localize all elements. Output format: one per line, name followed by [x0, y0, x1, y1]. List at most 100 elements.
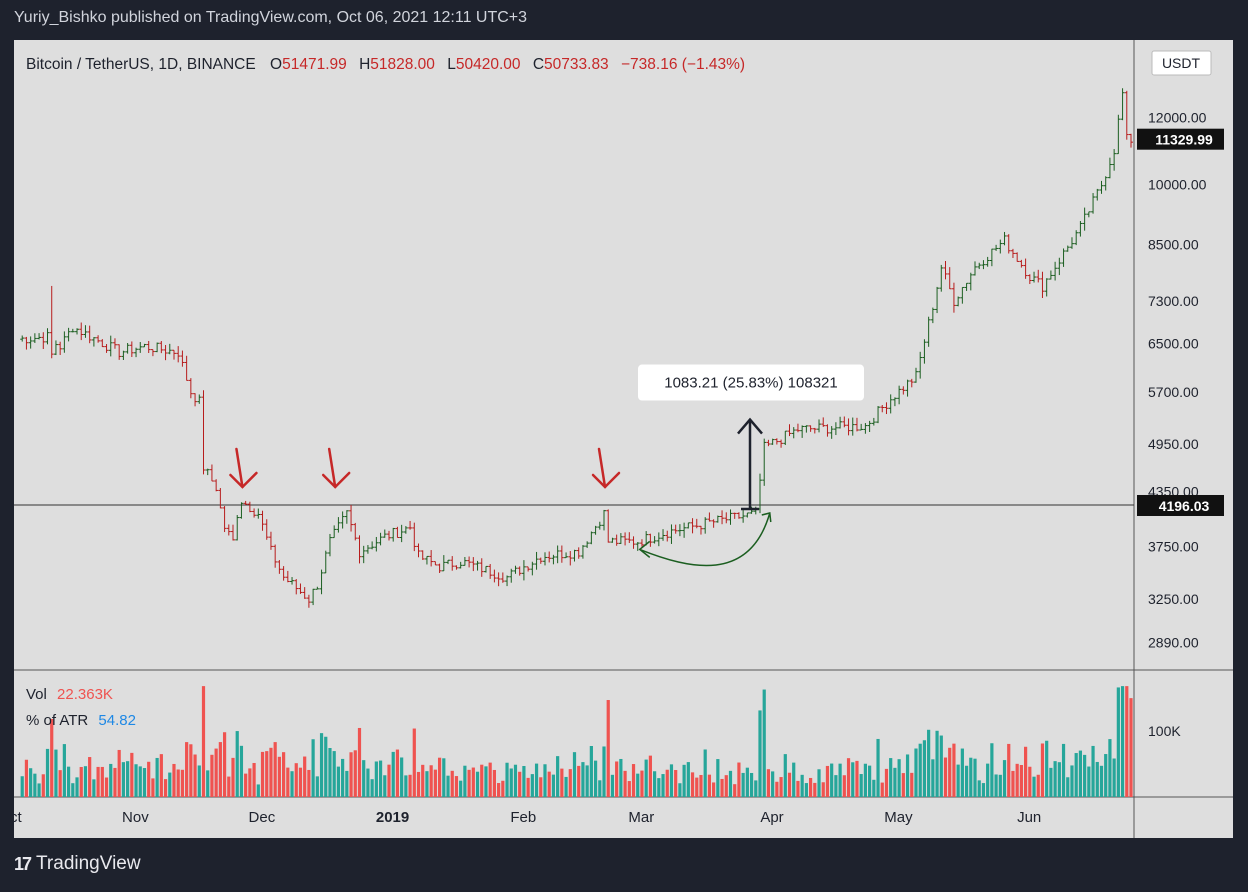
- price-tick-label: 7300.00: [1148, 293, 1199, 309]
- volume-bar: [800, 774, 804, 797]
- volume-bar: [509, 768, 513, 797]
- ohlc-bar: [277, 560, 282, 574]
- tradingview-logo[interactable]: 17 TradingView: [14, 853, 141, 875]
- ohlc-bar: [1082, 207, 1087, 231]
- price-tick-label: 12000.00: [1148, 110, 1207, 126]
- currency-button[interactable]: USDT: [1151, 50, 1212, 76]
- volume-bar: [593, 760, 598, 797]
- volume-bar: [893, 767, 897, 797]
- ohlc-bar: [500, 572, 505, 583]
- ohlc-bar: [513, 565, 518, 574]
- ohlc-bar: [1107, 157, 1112, 179]
- volume-bar: [1087, 766, 1091, 797]
- ohlc-bar: [593, 525, 598, 535]
- volume-bar: [690, 772, 695, 797]
- volume-bar: [846, 758, 851, 797]
- volume-bar: [142, 768, 147, 797]
- ohlc-bar: [1010, 248, 1015, 259]
- volume-bar: [615, 761, 619, 797]
- volume-bar: [1011, 770, 1015, 797]
- ohlc-bar: [332, 525, 337, 539]
- volume-bar: [58, 770, 62, 797]
- ohlc-bar: [758, 473, 762, 514]
- ohlc-bar: [964, 282, 969, 291]
- volume-bar: [804, 783, 808, 797]
- ohlc-bar: [1027, 274, 1032, 285]
- volume-bar: [745, 767, 749, 797]
- volume-bar: [100, 766, 104, 797]
- volume-bar: [547, 771, 551, 797]
- ohlc-bar: [669, 524, 674, 544]
- ohlc-bar: [808, 425, 813, 432]
- ohlc-bar: [1086, 211, 1091, 218]
- volume-bar: [572, 752, 577, 797]
- ohlc-bar: [344, 510, 349, 524]
- volume-bar: [332, 751, 336, 797]
- ohlc-bar: [935, 286, 940, 314]
- ohlc-bar: [897, 385, 902, 405]
- ohlc-bar: [138, 342, 143, 353]
- volume-bar: [130, 752, 134, 797]
- ohlc-bar: [374, 536, 379, 552]
- ohlc-bar: [197, 394, 202, 404]
- volume-bar: [193, 754, 197, 797]
- ohlc-bar: [306, 594, 311, 608]
- time-tick-label: Nov: [122, 809, 149, 826]
- volume-bar: [273, 742, 277, 797]
- ohlc-bar: [905, 379, 910, 397]
- volume-bar: [943, 757, 948, 797]
- volume-bar: [341, 758, 345, 797]
- legend-h-value: 51828.00: [370, 56, 435, 73]
- ohlc-bar: [559, 545, 564, 563]
- ohlc-bar: [867, 420, 872, 432]
- volume-bar: [378, 760, 383, 797]
- volume-bar: [577, 765, 581, 797]
- volume-bar: [231, 757, 235, 797]
- volume-bar: [201, 686, 206, 797]
- volume-bar: [813, 782, 817, 797]
- ohlc-bar: [618, 533, 623, 544]
- ohlc-bar: [880, 404, 885, 413]
- red-arrow-marker: [229, 447, 258, 489]
- time-tick-label: Feb: [510, 809, 536, 826]
- volume-bar: [842, 775, 846, 797]
- volume-bar: [998, 774, 1002, 797]
- volume-bar: [260, 751, 265, 797]
- ohlc-bar: [83, 325, 88, 338]
- volume-bar: [771, 771, 775, 797]
- volume-bar: [674, 770, 678, 797]
- volume-bar: [754, 780, 758, 797]
- ohlc-bar: [526, 566, 531, 572]
- ohlc-bar: [551, 554, 556, 565]
- ohlc-bar: [922, 339, 927, 364]
- ohlc-bar: [943, 261, 948, 280]
- volume-bar: [459, 780, 463, 797]
- volume-bar: [1045, 740, 1049, 797]
- ohlc-bar: [370, 541, 375, 550]
- ohlc-bar: [336, 517, 341, 533]
- ohlc-bar: [884, 402, 889, 415]
- volume-bar: [695, 777, 699, 797]
- volume-bar: [492, 769, 496, 797]
- ohlc-bar: [597, 521, 602, 530]
- ohlc-bar: [231, 524, 236, 541]
- volume-bar: [686, 762, 690, 797]
- measure-arrow: [737, 417, 763, 511]
- volume-bar: [783, 754, 787, 797]
- ohlc-bar: [475, 560, 480, 571]
- atr-value: 54.82: [98, 712, 136, 729]
- volume-bar: [568, 769, 572, 797]
- volume-bar: [990, 743, 994, 797]
- ohlc-bar: [387, 530, 391, 541]
- volume-bar: [994, 774, 998, 797]
- volume-bar: [838, 763, 842, 797]
- volume-bar: [952, 743, 956, 797]
- ohlc-bar: [703, 517, 708, 534]
- ohlc-bar: [947, 267, 952, 290]
- volume-bar: [374, 761, 378, 797]
- ohlc-bar: [252, 508, 257, 518]
- ohlc-bar: [79, 322, 84, 341]
- ohlc-bar: [298, 583, 303, 594]
- ohlc-bar: [1065, 245, 1070, 252]
